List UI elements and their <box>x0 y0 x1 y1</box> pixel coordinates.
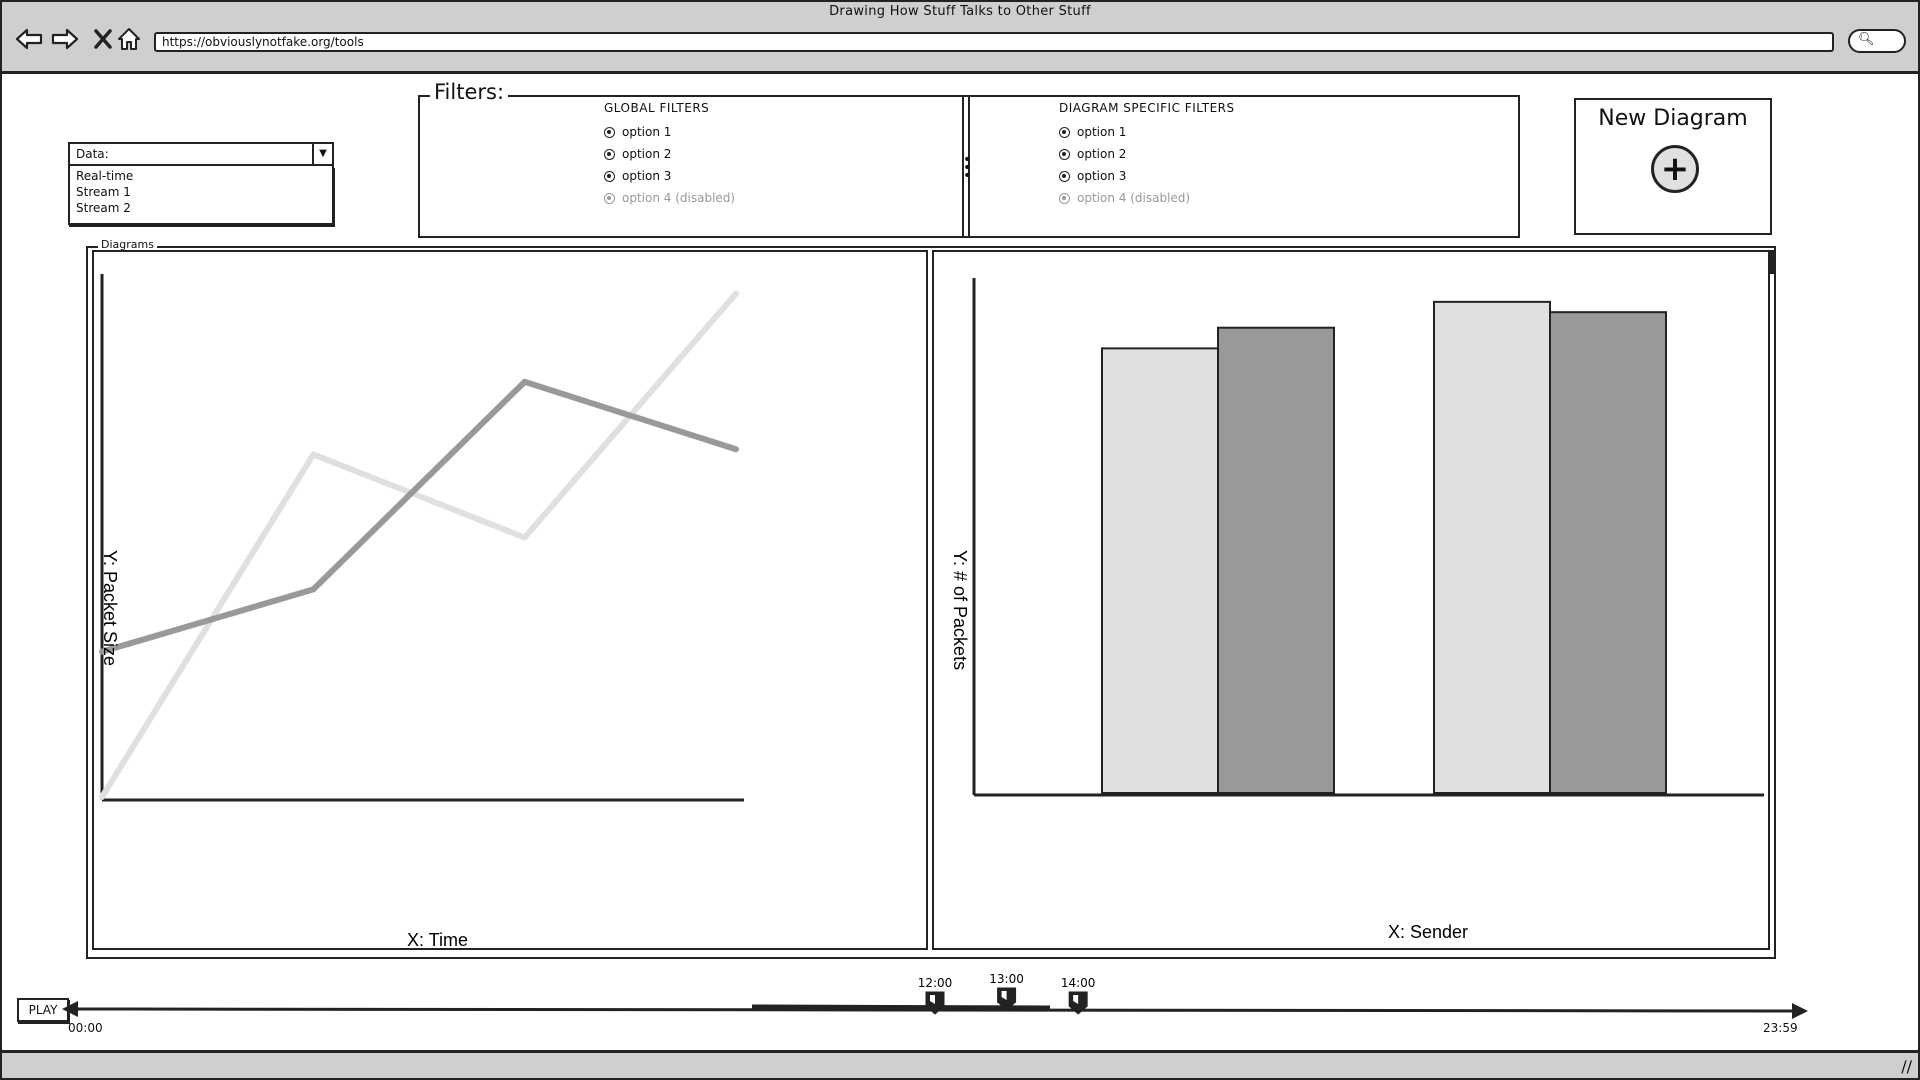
url-input[interactable]: https://obviouslynotfake.org/tools <box>154 32 1834 52</box>
browser-search-button[interactable]: 🔍︎ <box>1848 29 1906 53</box>
diagrams-title: Diagrams <box>98 238 157 251</box>
bar-g1-s1 <box>1101 347 1219 794</box>
forward-button[interactable] <box>48 22 82 56</box>
timeline-start-label: 00:00 <box>68 1021 103 1035</box>
splitter-grip-icon: • • • <box>963 152 972 184</box>
radio-selected-icon <box>1059 170 1070 182</box>
specific-option-2[interactable]: option 2 <box>1059 143 1459 165</box>
back-arrow-icon <box>15 28 43 50</box>
radio-selected-icon <box>604 126 615 138</box>
radio-selected-icon <box>1059 148 1070 160</box>
filters-title: Filters: <box>430 80 509 104</box>
marker-highlight <box>1001 991 1007 1000</box>
radio-selected-icon <box>604 170 615 182</box>
specific-option-3[interactable]: option 3 <box>1059 165 1459 187</box>
global-option-3[interactable]: option 3 <box>604 165 934 187</box>
timeline-end-label: 23:59 <box>1763 1021 1798 1035</box>
plus-icon[interactable]: + <box>1651 145 1699 193</box>
timeline-start-arrow-icon <box>62 1001 78 1017</box>
new-diagram-label: New Diagram <box>1598 106 1748 131</box>
radio-selected-icon <box>1059 126 1070 138</box>
bar-g1-s2 <box>1217 326 1335 794</box>
line-series-2 <box>99 378 739 655</box>
line-chart-ylabel: Y: Packet Size <box>100 550 120 666</box>
home-button[interactable] <box>112 22 146 56</box>
stop-button[interactable] <box>86 22 120 56</box>
timeline-marker-label: 12:00 <box>918 976 953 990</box>
timeline-marker-1200[interactable]: 12:00 <box>918 976 953 1015</box>
marker-highlight <box>930 995 935 1004</box>
global-filters-group: GLOBAL FILTERS option 1 option 2 option … <box>604 101 934 209</box>
bar-chart-xlabel: X: Sender <box>1388 922 1468 942</box>
diagrams-scrollbar[interactable] <box>1770 250 1776 274</box>
timeline-slider[interactable]: 12:00 13:00 14:00 <box>60 962 1810 1022</box>
marker-highlight <box>1073 995 1079 1004</box>
bar-g2-s1 <box>1433 300 1551 794</box>
window-title: Drawing How Stuff Talks to Other Stuff <box>829 4 1091 19</box>
global-option-2[interactable]: option 2 <box>604 143 934 165</box>
data-select-label: Data: <box>76 147 109 161</box>
chevron-down-icon[interactable]: ▼ <box>312 142 334 166</box>
data-option-stream-1[interactable]: Stream 1 <box>76 185 131 199</box>
bar-chart-ylabel: Y: # of Packets <box>950 550 970 670</box>
line-series-1 <box>99 290 739 800</box>
filters-splitter[interactable] <box>962 95 970 238</box>
radio-selected-icon <box>604 148 615 160</box>
specific-filters-group: DIAGRAM SPECIFIC FILTERS option 1 option… <box>1059 101 1459 209</box>
diagrams-panel <box>86 246 1776 959</box>
line-chart-xlabel: X: Time <box>407 930 468 948</box>
timeline-marker-label: 13:00 <box>989 972 1024 986</box>
bar-chart-panel: X: Sender Y: # of Packets <box>932 250 1770 950</box>
specific-option-1[interactable]: option 1 <box>1059 121 1459 143</box>
forward-arrow-icon <box>51 28 79 50</box>
data-option-stream-2[interactable]: Stream 2 <box>76 201 131 215</box>
data-select-options: Real-time Stream 1 Stream 2 <box>68 166 334 225</box>
global-option-1[interactable]: option 1 <box>604 121 934 143</box>
bar-g2-s2 <box>1549 311 1667 794</box>
radio-selected-icon <box>1059 192 1070 204</box>
timeline-marker-label: 14:00 <box>1061 976 1096 990</box>
global-filters-title: GLOBAL FILTERS <box>604 101 710 115</box>
page-frame <box>0 72 1920 1052</box>
home-icon <box>118 28 140 50</box>
radio-selected-icon <box>604 192 615 204</box>
new-diagram-button[interactable]: New Diagram + <box>1574 98 1772 235</box>
close-icon <box>94 29 112 49</box>
line-chart: X: Time Y: Packet Size <box>99 274 744 948</box>
resize-grip-icon[interactable]: ∕∕ <box>1901 1057 1912 1076</box>
status-bar: ∕∕ <box>0 1050 1920 1080</box>
search-icon: 🔍︎ <box>1858 32 1875 47</box>
line-chart-panel: X: Time Y: Packet Size <box>92 250 928 950</box>
data-select[interactable]: Data: ▼ <box>68 142 334 166</box>
global-option-4: option 4 (disabled) <box>604 187 934 209</box>
data-option-realtime[interactable]: Real-time <box>76 169 134 183</box>
bar-chart: X: Sender Y: # of Packets <box>950 278 1764 942</box>
timeline-end-arrow-icon <box>1792 1003 1808 1019</box>
back-button[interactable] <box>12 22 46 56</box>
specific-option-4: option 4 (disabled) <box>1059 187 1459 209</box>
timeline-marker-1300[interactable]: 13:00 <box>989 972 1024 1011</box>
timeline-marker-1400[interactable]: 14:00 <box>1061 976 1096 1015</box>
specific-filters-title: DIAGRAM SPECIFIC FILTERS <box>1059 101 1235 115</box>
